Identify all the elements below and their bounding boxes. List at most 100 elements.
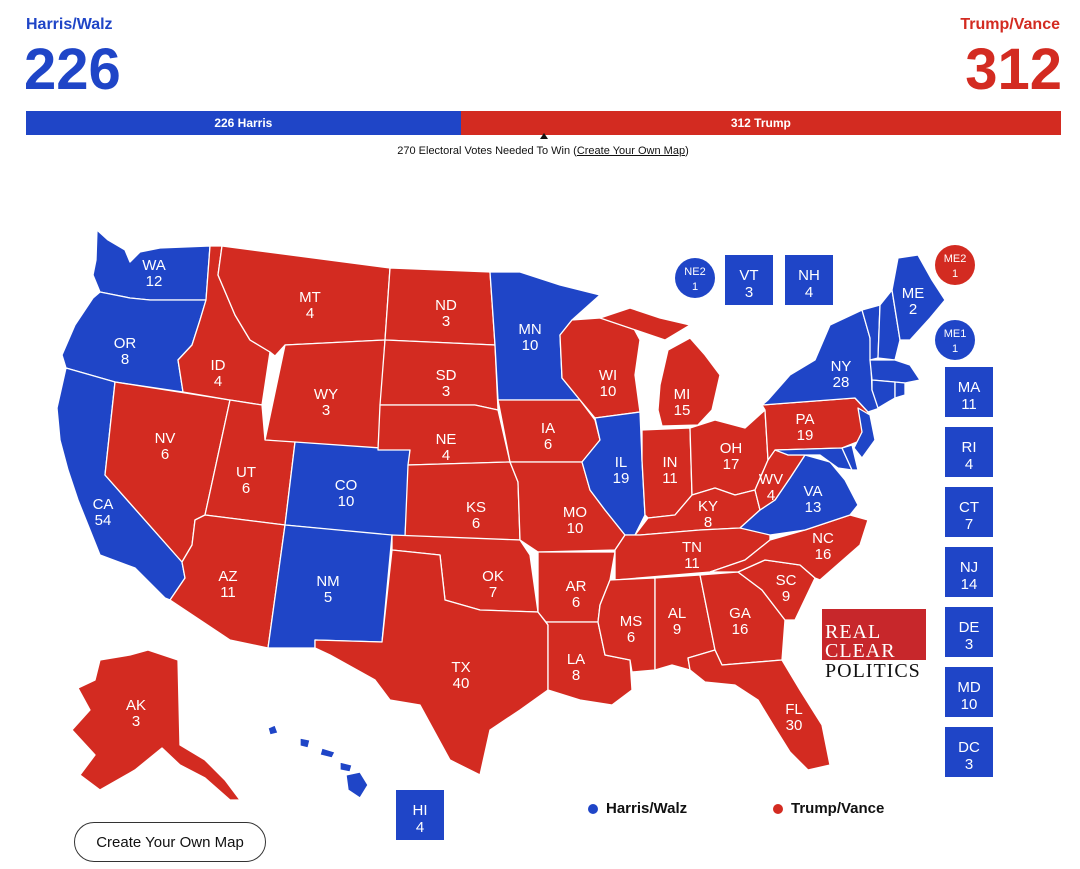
svg-text:3: 3	[745, 284, 753, 301]
svg-text:WA: WA	[142, 257, 166, 274]
svg-text:NY: NY	[831, 358, 852, 375]
svg-text:HI: HI	[413, 802, 428, 819]
state-NY[interactable]	[761, 309, 881, 413]
svg-text:10: 10	[600, 383, 617, 400]
svg-text:1: 1	[952, 268, 958, 280]
state-box-DC[interactable]: DC3	[945, 727, 993, 777]
legend-rep-label: Trump/Vance	[791, 800, 885, 817]
state-box-DE[interactable]: DE3	[945, 607, 993, 657]
state-label-OK: OK7	[482, 568, 504, 601]
svg-text:TX: TX	[451, 659, 470, 676]
svg-text:ME1: ME1	[944, 328, 967, 340]
svg-text:19: 19	[613, 470, 630, 487]
state-box-RI[interactable]: RI4	[945, 427, 993, 477]
logo-line-2: CLEAR	[825, 640, 896, 662]
svg-text:5: 5	[324, 589, 332, 606]
create-map-link[interactable]: Create Your Own Map	[576, 145, 686, 157]
svg-text:ME: ME	[902, 285, 925, 302]
svg-text:3: 3	[442, 313, 450, 330]
state-MI[interactable]	[599, 307, 721, 427]
state-VT[interactable]	[861, 304, 881, 361]
svg-text:13: 13	[805, 499, 822, 516]
state-box-CT[interactable]: CT7	[945, 487, 993, 537]
svg-text:RI: RI	[962, 439, 977, 456]
svg-text:DE: DE	[959, 619, 980, 636]
svg-text:MS: MS	[620, 613, 643, 630]
state-WI[interactable]	[559, 311, 641, 419]
svg-text:6: 6	[242, 480, 250, 497]
state-box-NH[interactable]: NH4	[785, 255, 833, 305]
svg-text:4: 4	[805, 284, 813, 301]
svg-text:CO: CO	[335, 477, 358, 494]
svg-text:AL: AL	[668, 605, 686, 622]
svg-text:MN: MN	[518, 321, 541, 338]
votes-needed-text: 270 Electoral Votes Needed To Win (	[397, 145, 577, 157]
state-label-SD: SD3	[436, 367, 457, 400]
state-RI[interactable]	[894, 381, 906, 399]
create-your-own-map-button[interactable]: Create Your Own Map	[74, 822, 266, 862]
rep-ticket-name: Trump/Vance	[960, 16, 1060, 33]
svg-text:6: 6	[544, 436, 552, 453]
state-TX[interactable]	[314, 549, 549, 776]
svg-text:OK: OK	[482, 568, 504, 585]
state-CT[interactable]	[871, 379, 896, 409]
state-NJ[interactable]	[853, 407, 876, 459]
svg-text:TN: TN	[682, 539, 702, 556]
svg-text:4: 4	[767, 487, 775, 504]
legend-dem-dot	[588, 803, 598, 814]
svg-text:OH: OH	[720, 440, 743, 457]
state-label-OR: OR8	[114, 335, 137, 368]
svg-text:ID: ID	[211, 357, 226, 374]
win-threshold-marker	[540, 133, 548, 139]
rep-bar-segment: 312 Trump	[460, 111, 1061, 135]
state-ME[interactable]	[891, 254, 946, 341]
svg-text:UT: UT	[236, 464, 256, 481]
svg-text:NV: NV	[155, 430, 176, 447]
state-DE[interactable]	[841, 444, 859, 471]
svg-text:NM: NM	[316, 573, 339, 590]
svg-text:6: 6	[161, 446, 169, 463]
realclearpolitics-logo: REAL CLEAR POLITICS	[822, 609, 926, 682]
state-FL[interactable]	[687, 649, 831, 771]
svg-text:4: 4	[214, 373, 222, 390]
svg-text:NE: NE	[436, 431, 457, 448]
svg-text:MA: MA	[958, 379, 981, 396]
state-box-VT[interactable]: VT3	[725, 255, 773, 305]
svg-text:1: 1	[952, 343, 958, 355]
state-label-NV: NV6	[155, 430, 176, 463]
svg-text:10: 10	[961, 696, 978, 713]
svg-text:1: 1	[692, 281, 698, 293]
svg-text:6: 6	[627, 629, 635, 646]
state-AK[interactable]	[71, 649, 241, 801]
svg-text:NH: NH	[798, 267, 820, 284]
state-HI[interactable]	[267, 724, 369, 799]
state-MA[interactable]	[869, 359, 921, 384]
svg-text:11: 11	[220, 584, 236, 601]
svg-text:19: 19	[797, 427, 814, 444]
dem-bar-segment: 226 Harris	[26, 111, 461, 135]
svg-text:GA: GA	[729, 605, 751, 622]
votes-needed-close: )	[685, 145, 689, 157]
svg-text:MI: MI	[674, 386, 691, 403]
svg-text:3: 3	[442, 383, 450, 400]
state-label-MS: MS6	[620, 613, 643, 646]
state-KS[interactable]	[404, 461, 521, 541]
svg-text:3: 3	[322, 402, 330, 419]
svg-text:10: 10	[338, 493, 355, 510]
svg-text:6: 6	[572, 594, 580, 611]
state-label-KS: KS6	[466, 499, 486, 532]
state-box-HI[interactable]: HI4	[396, 790, 444, 840]
svg-text:SD: SD	[436, 367, 457, 384]
svg-text:3: 3	[965, 636, 973, 653]
svg-text:6: 6	[472, 515, 480, 532]
